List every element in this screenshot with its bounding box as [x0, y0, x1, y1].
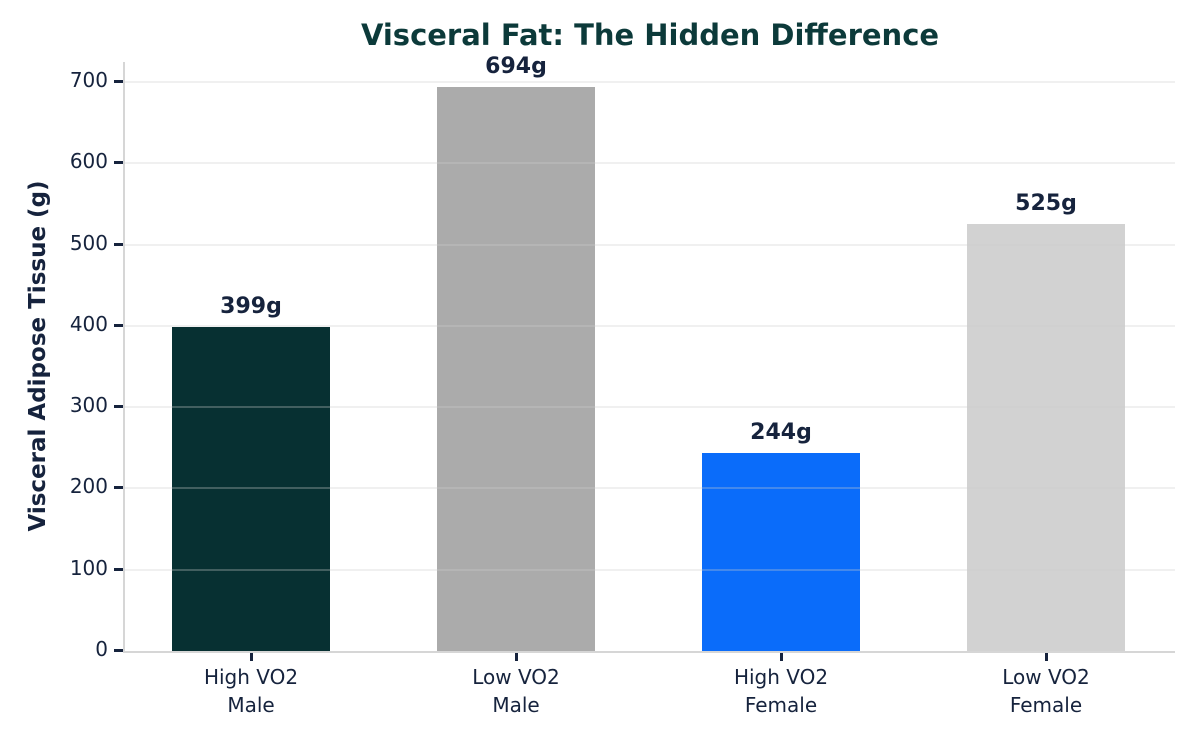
x-tick-mark [250, 653, 253, 661]
y-tick-mark [114, 161, 123, 164]
x-tick-mark [515, 653, 518, 661]
x-tick-label-line: Male [227, 693, 275, 717]
bar-value-label: 694g [485, 54, 547, 79]
gridline [125, 406, 1175, 408]
y-tick-mark [114, 405, 123, 408]
x-tick-label-line: High VO2 [733, 665, 829, 689]
x-tick-label-line: Female [1009, 693, 1083, 717]
y-tick-label: 500 [69, 231, 108, 255]
x-tick-label: Low VO2 Male [406, 663, 626, 719]
y-tick-label: 200 [69, 474, 108, 498]
x-tick-label-line: Female [744, 693, 818, 717]
x-tick-label: High VO2 Female [671, 663, 891, 719]
gridline [125, 487, 1175, 489]
x-tick-label: High VO2 Male [141, 663, 361, 719]
x-tick-mark [1045, 653, 1048, 661]
x-tick-label-line: Male [492, 693, 540, 717]
x-tick-label-line: Low VO2 [1002, 665, 1090, 689]
bar [437, 87, 595, 651]
y-tick-mark [114, 243, 123, 246]
y-tick-label: 300 [69, 393, 108, 417]
bar-value-label: 525g [1015, 191, 1077, 216]
gridline [125, 81, 1175, 83]
y-tick-label: 0 [95, 637, 108, 661]
gridline [125, 569, 1175, 571]
gridline [125, 162, 1175, 164]
bar [172, 327, 330, 651]
y-tick-label: 400 [69, 312, 108, 336]
x-axis-spine [123, 651, 1175, 653]
y-axis-spine [123, 62, 125, 653]
x-tick-label-line: Low VO2 [472, 665, 560, 689]
y-tick-mark [114, 80, 123, 83]
bar [702, 453, 860, 651]
x-tick-label: Low VO2 Female [936, 663, 1156, 719]
bar [967, 224, 1125, 651]
y-tick-label: 100 [69, 556, 108, 580]
y-tick-label: 700 [69, 68, 108, 92]
y-tick-label: 600 [69, 149, 108, 173]
bar-value-label: 244g [750, 420, 812, 445]
y-tick-mark [114, 324, 123, 327]
chart-title: Visceral Fat: The Hidden Difference [360, 18, 940, 52]
x-tick-mark [780, 653, 783, 661]
gridline [125, 244, 1175, 246]
y-tick-mark [114, 649, 123, 652]
x-tick-label-line: High VO2 [203, 665, 299, 689]
y-tick-mark [114, 568, 123, 571]
gridline [125, 325, 1175, 327]
y-tick-mark [114, 486, 123, 489]
bar-value-label: 399g [220, 294, 282, 319]
